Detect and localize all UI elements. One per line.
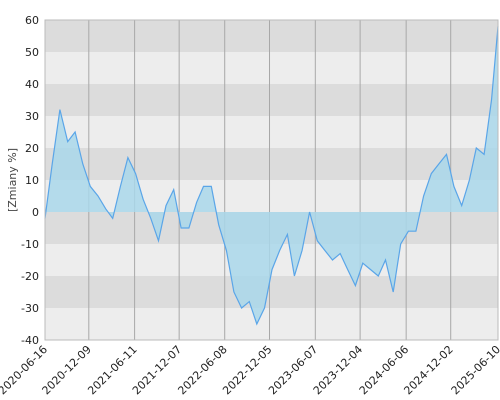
grid-band	[45, 276, 498, 308]
line	[44, 26, 499, 326]
grid-band	[45, 148, 498, 180]
y-tick-label: 20	[25, 142, 39, 155]
area	[45, 26, 498, 325]
grid-band	[45, 84, 498, 116]
grid-band	[45, 52, 498, 84]
y-tick-label: -40	[21, 334, 39, 347]
grid-band	[45, 116, 498, 148]
y-tick-label: 10	[25, 174, 39, 187]
y-tick-label: 50	[25, 46, 39, 59]
y-tick-label: -30	[21, 302, 39, 315]
y-tick-label: -10	[21, 238, 39, 251]
plot-border	[44, 19, 499, 341]
grid-band	[45, 308, 498, 340]
grid-band	[45, 20, 498, 52]
y-tick-label: 30	[25, 110, 39, 123]
y-axis-label: [Zmiany %]	[6, 148, 19, 212]
y-tick-label: -20	[21, 270, 39, 283]
y-tick-label: 60	[25, 14, 39, 27]
x-tick-label: 2025-06-10	[449, 343, 500, 397]
y-tick-label: 40	[25, 78, 39, 91]
y-tick-label: 0	[32, 206, 39, 219]
